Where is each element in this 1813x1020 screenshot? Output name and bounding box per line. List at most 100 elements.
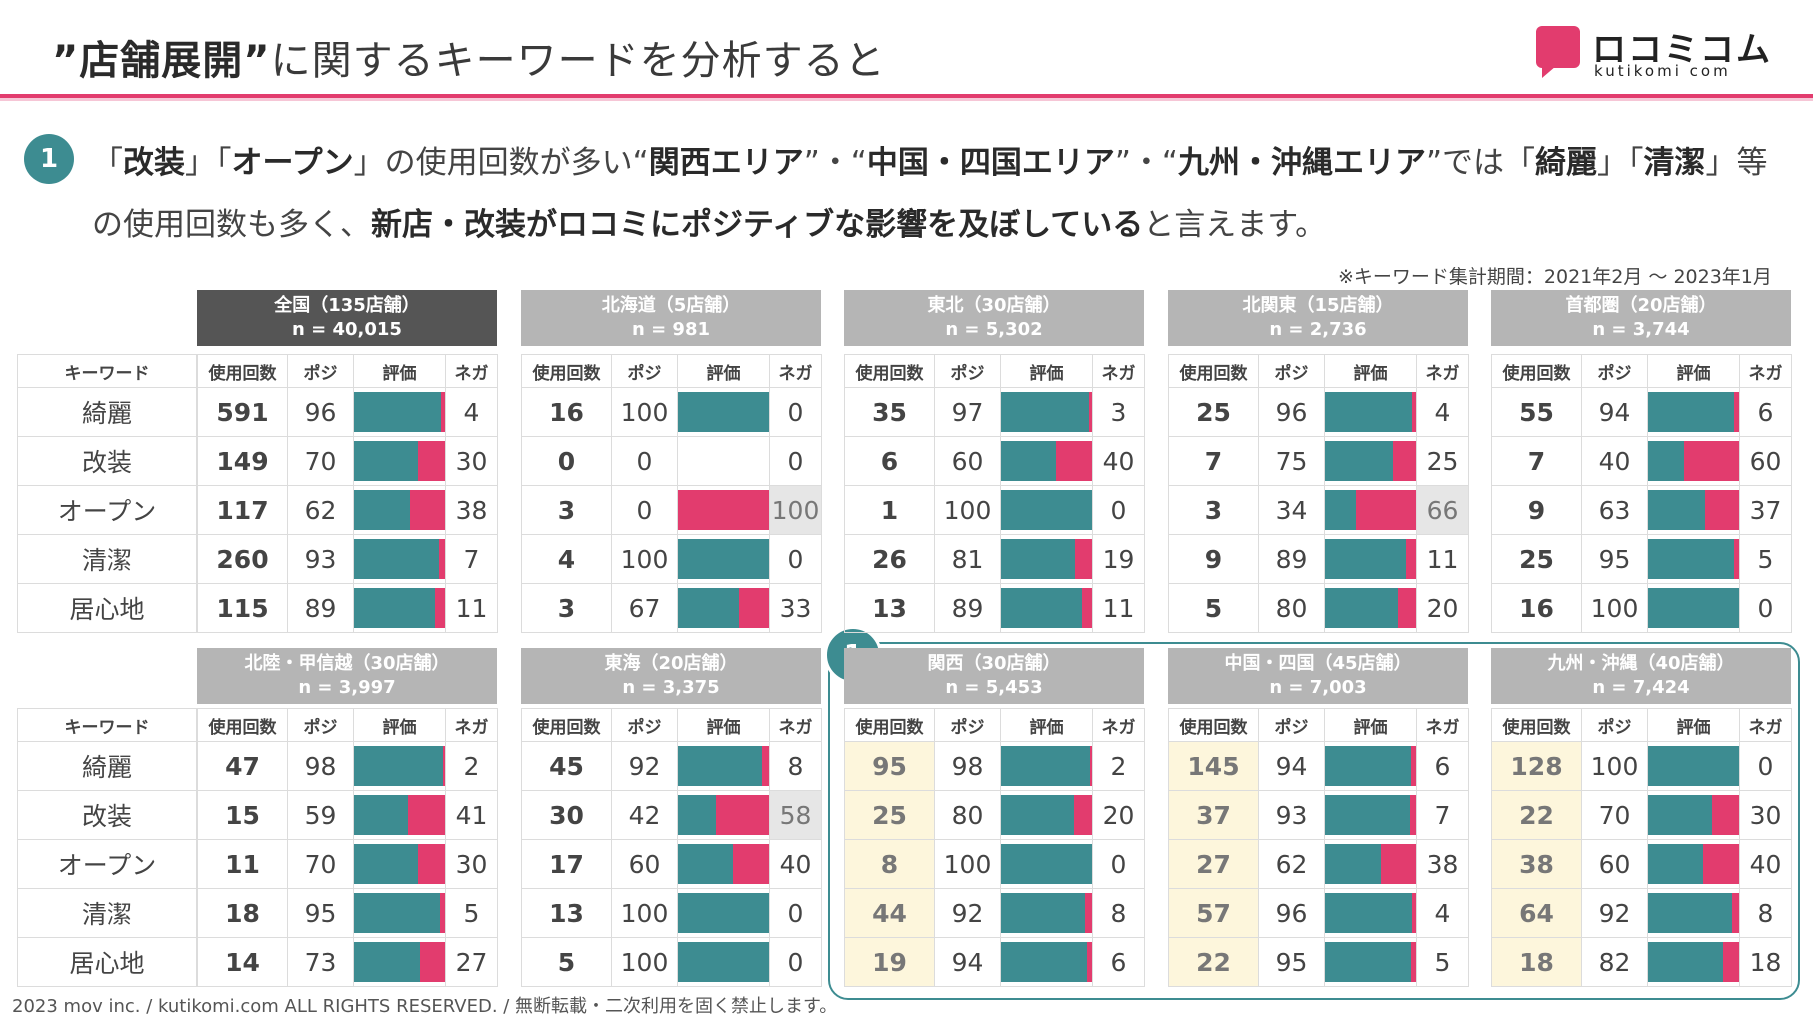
evaluation-bar-cell bbox=[1000, 436, 1093, 486]
table-row: 18 82 18 bbox=[1491, 937, 1792, 987]
region-name: 東北（30店舗） bbox=[927, 295, 1061, 316]
evaluation-bar-cell bbox=[1324, 839, 1417, 889]
evaluation-bar-cell bbox=[1000, 839, 1093, 889]
table-row: 30 42 58 bbox=[521, 790, 822, 840]
evaluation-bar bbox=[354, 746, 445, 786]
evaluation-bar bbox=[1325, 942, 1416, 982]
col-neg: ネガ bbox=[445, 354, 498, 388]
evaluation-bar-cell bbox=[1647, 485, 1740, 535]
positive-bar bbox=[678, 539, 769, 579]
footer-copyright: 2023 mov inc. / kutikomi.com ALL RIGHTS … bbox=[12, 996, 838, 1017]
evaluation-bar-cell bbox=[677, 839, 770, 889]
evaluation-bar bbox=[1001, 942, 1092, 982]
positive-bar bbox=[1648, 490, 1706, 530]
usage-count: 38 bbox=[1491, 839, 1582, 889]
summary-part: ”では「 bbox=[1425, 145, 1536, 181]
usage-count: 18 bbox=[1491, 937, 1582, 987]
evaluation-bar bbox=[678, 746, 769, 786]
evaluation-bar-cell bbox=[353, 888, 446, 938]
positive-bar bbox=[1325, 441, 1394, 481]
evaluation-bar bbox=[1648, 746, 1739, 786]
table-row: 13 100 0 bbox=[521, 888, 822, 938]
evaluation-bar-cell bbox=[1324, 583, 1417, 633]
table-row: 13 89 11 bbox=[844, 583, 1145, 633]
evaluation-bar-cell bbox=[1647, 387, 1740, 437]
evaluation-bar bbox=[1001, 588, 1092, 628]
summary-part: と言えます。 bbox=[1143, 207, 1327, 243]
evaluation-bar bbox=[1648, 893, 1739, 933]
negative-bar bbox=[738, 588, 769, 628]
evaluation-bar bbox=[354, 893, 445, 933]
evaluation-bar bbox=[678, 942, 769, 982]
positive-rate: 96 bbox=[287, 387, 354, 437]
positive-rate: 63 bbox=[1581, 485, 1648, 535]
negative-bar bbox=[1089, 392, 1092, 432]
evaluation-bar-cell bbox=[353, 937, 446, 987]
evaluation-bar-cell bbox=[1647, 888, 1740, 938]
title-bold: 店舗展開 bbox=[79, 38, 244, 84]
positive-bar bbox=[678, 746, 762, 786]
keyword-label: 改装 bbox=[17, 436, 197, 486]
keyword-label: オープン bbox=[17, 485, 197, 535]
table-row: 45 92 8 bbox=[521, 741, 822, 791]
col-neg: ネガ bbox=[769, 708, 822, 742]
evaluation-bar-cell bbox=[677, 534, 770, 584]
usage-count: 25 bbox=[1168, 387, 1259, 437]
col-pos: ポジ bbox=[1258, 354, 1325, 388]
title-quote-open: ” bbox=[52, 38, 80, 84]
evaluation-bar-cell bbox=[1000, 937, 1093, 987]
evaluation-bar-cell bbox=[1647, 937, 1740, 987]
region-table: 使用回数 ポジ 評価 ネガ 128 100 0 22 70 30 38 60 40 64 92 8 18 82 18 bbox=[1491, 708, 1792, 987]
table-row: 44 92 8 bbox=[844, 888, 1145, 938]
usage-count: 17 bbox=[521, 839, 612, 889]
positive-rate: 59 bbox=[287, 790, 354, 840]
table-row: 260 93 7 bbox=[197, 534, 498, 584]
positive-bar bbox=[354, 844, 418, 884]
positive-rate: 95 bbox=[287, 888, 354, 938]
col-neg: ネガ bbox=[1092, 354, 1145, 388]
col-pos: ポジ bbox=[611, 708, 678, 742]
positive-rate: 100 bbox=[1581, 741, 1648, 791]
negative-rate: 25 bbox=[1416, 436, 1469, 486]
evaluation-bar-cell bbox=[1647, 534, 1740, 584]
evaluation-bar-cell bbox=[353, 741, 446, 791]
usage-count: 1 bbox=[844, 485, 935, 535]
positive-rate: 89 bbox=[1258, 534, 1325, 584]
region-header: 首都圏（20店舗） n = 3,744 bbox=[1491, 290, 1791, 346]
summary-emph: オープン bbox=[231, 145, 354, 181]
negative-rate: 27 bbox=[445, 937, 498, 987]
region-header: 関西（30店舗） n = 5,453 bbox=[844, 648, 1144, 704]
region-sample-size: n = 3,997 bbox=[298, 677, 396, 698]
negative-bar bbox=[761, 746, 769, 786]
positive-rate: 100 bbox=[1581, 583, 1648, 633]
positive-bar bbox=[1001, 893, 1085, 933]
table-row: 4 100 0 bbox=[521, 534, 822, 584]
negative-bar bbox=[716, 795, 769, 835]
evaluation-bar bbox=[354, 795, 445, 835]
summary-part: 「 bbox=[92, 145, 123, 181]
col-count: 使用回数 bbox=[521, 354, 612, 388]
positive-bar bbox=[1001, 844, 1092, 884]
region-table: 使用回数 ポジ 評価 ネガ 145 94 6 37 93 7 27 62 38 57 96 4 22 95 5 bbox=[1168, 708, 1469, 987]
usage-count: 260 bbox=[197, 534, 288, 584]
region-sample-size: n = 5,302 bbox=[945, 319, 1043, 340]
negative-rate: 11 bbox=[1092, 583, 1145, 633]
negative-rate: 30 bbox=[1739, 790, 1792, 840]
negative-bar bbox=[1411, 942, 1416, 982]
evaluation-bar bbox=[678, 539, 769, 579]
col-count: 使用回数 bbox=[1168, 708, 1259, 742]
positive-bar bbox=[1325, 392, 1413, 432]
evaluation-bar bbox=[354, 490, 445, 530]
evaluation-bar-cell bbox=[1324, 436, 1417, 486]
negative-rate: 37 bbox=[1739, 485, 1792, 535]
usage-count: 115 bbox=[197, 583, 288, 633]
evaluation-bar-cell bbox=[1647, 839, 1740, 889]
negative-rate: 7 bbox=[1416, 790, 1469, 840]
evaluation-bar bbox=[1648, 539, 1739, 579]
table-row: 25 96 4 bbox=[1168, 387, 1469, 437]
region-header: 北陸・甲信越（30店舗） n = 3,997 bbox=[197, 648, 497, 704]
evaluation-bar bbox=[354, 588, 445, 628]
col-eval: 評価 bbox=[353, 708, 446, 742]
table-row: 25 80 20 bbox=[844, 790, 1145, 840]
region-name: 北関東（15店舗） bbox=[1242, 295, 1394, 316]
